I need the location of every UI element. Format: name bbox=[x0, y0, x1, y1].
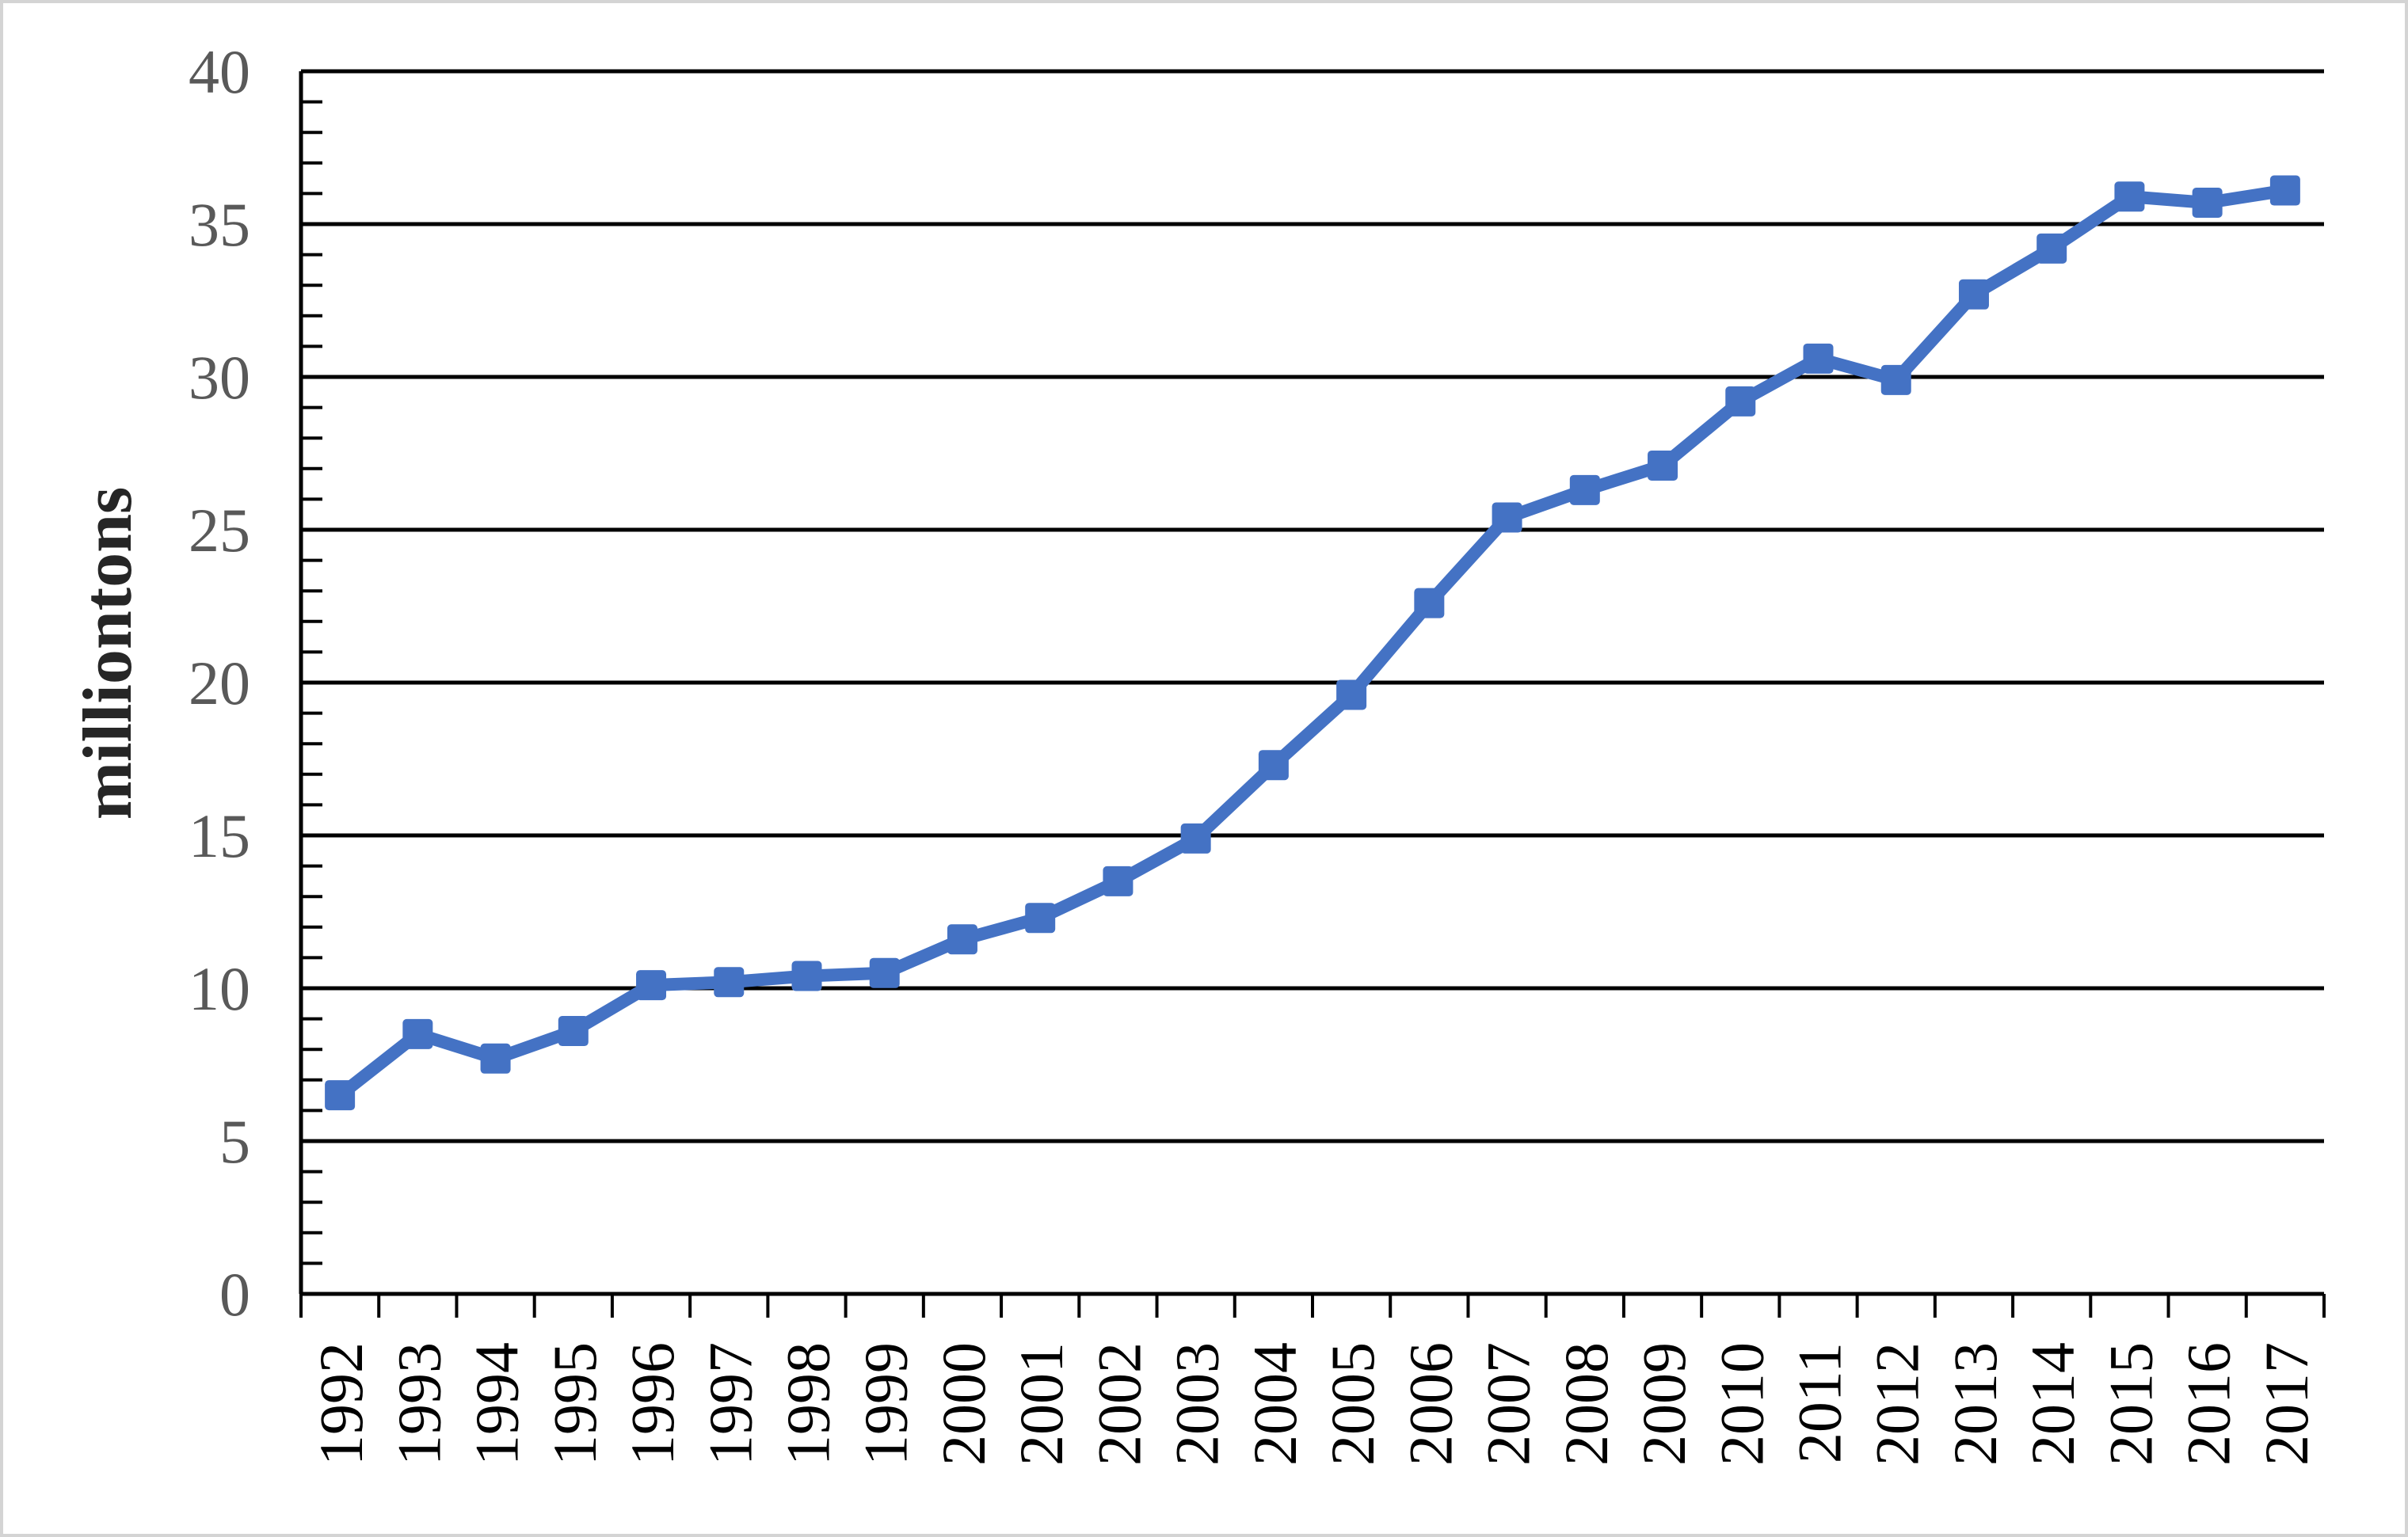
x-axis-ticks bbox=[299, 1294, 2326, 1318]
x-tick-label-2002: 2002 bbox=[1084, 1342, 1153, 1466]
data-point-1999 bbox=[869, 957, 900, 988]
x-tick-label-1998: 1998 bbox=[774, 1342, 843, 1466]
data-point-2016 bbox=[2192, 187, 2223, 218]
y-tick-label-0: 0 bbox=[219, 1260, 250, 1329]
x-tick-label-2000: 2000 bbox=[929, 1342, 998, 1466]
x-tick-label-2011: 2011 bbox=[1785, 1342, 1854, 1463]
y-tick-label-20: 20 bbox=[189, 649, 250, 717]
data-point-1997 bbox=[714, 967, 745, 998]
x-tick-label-1997: 1997 bbox=[695, 1342, 764, 1466]
data-point-2010 bbox=[1725, 386, 1756, 417]
x-tick-label-2017: 2017 bbox=[2252, 1342, 2321, 1466]
y-tick-label-30: 30 bbox=[189, 343, 250, 412]
x-tick-label-2009: 2009 bbox=[1629, 1342, 1698, 1466]
data-point-2017 bbox=[2269, 175, 2300, 206]
y-tick-label-35: 35 bbox=[189, 190, 250, 259]
x-tick-label-2003: 2003 bbox=[1163, 1342, 1232, 1466]
x-tick-label-1994: 1994 bbox=[463, 1342, 532, 1466]
y-tick-label-40: 40 bbox=[189, 37, 250, 106]
gridlines bbox=[301, 69, 2324, 1296]
x-tick-label-1995: 1995 bbox=[540, 1342, 609, 1466]
x-tick-label-2008: 2008 bbox=[1552, 1342, 1621, 1466]
x-tick-label-2001: 2001 bbox=[1007, 1342, 1076, 1466]
x-tick-labels: 1992 1993 1994 1995 1996 1997 1998 1999 2000 2001… bbox=[307, 1342, 2321, 1466]
x-tick-label-2013: 2013 bbox=[1941, 1342, 2010, 1466]
x-tick-label-1996: 1996 bbox=[618, 1342, 687, 1466]
data-point-2002 bbox=[1103, 866, 1134, 896]
data-point-1995 bbox=[558, 1016, 589, 1047]
data-point-2003 bbox=[1180, 823, 1211, 854]
x-tick-label-1992: 1992 bbox=[307, 1342, 375, 1466]
x-tick-label-2012: 2012 bbox=[1863, 1342, 1932, 1466]
data-point-2015 bbox=[2114, 181, 2145, 212]
data-point-2011 bbox=[1803, 343, 1834, 374]
data-point-2000 bbox=[947, 924, 977, 955]
y-tick-label-15: 15 bbox=[189, 801, 250, 870]
data-point-1998 bbox=[791, 961, 822, 991]
data-point-2007 bbox=[1492, 502, 1522, 533]
x-tick-label-2015: 2015 bbox=[2096, 1342, 2165, 1466]
data-point-1996 bbox=[636, 970, 667, 1001]
data-point-1994 bbox=[480, 1043, 511, 1074]
y-tick-label-10: 10 bbox=[189, 954, 250, 1023]
y-tick-label-25: 25 bbox=[189, 496, 250, 565]
data-point-1992 bbox=[325, 1080, 356, 1111]
x-tick-label-2006: 2006 bbox=[1396, 1342, 1465, 1466]
data-point-2009 bbox=[1648, 450, 1678, 481]
x-tick-label-2016: 2016 bbox=[2174, 1342, 2243, 1466]
y-axis-title: milliontons bbox=[70, 487, 147, 820]
x-tick-label-2014: 2014 bbox=[2018, 1342, 2087, 1466]
series-markers-0 bbox=[325, 175, 2300, 1111]
data-point-2008 bbox=[1569, 474, 1600, 505]
x-tick-label-2007: 2007 bbox=[1474, 1342, 1543, 1466]
data-point-2013 bbox=[1958, 279, 1989, 310]
data-point-2001 bbox=[1025, 903, 1056, 934]
x-tick-label-2004: 2004 bbox=[1240, 1342, 1309, 1466]
x-tick-label-2005: 2005 bbox=[1318, 1342, 1387, 1466]
data-point-2014 bbox=[2037, 233, 2067, 264]
x-tick-label-1999: 1999 bbox=[852, 1342, 920, 1466]
data-point-2005 bbox=[1336, 679, 1367, 710]
x-tick-label-1993: 1993 bbox=[384, 1342, 453, 1466]
data-point-2012 bbox=[1880, 364, 1911, 395]
y-tick-labels: 0 5 10 15 20 25 30 35 40 bbox=[189, 37, 250, 1329]
y-axis-minor-ticks bbox=[301, 100, 322, 1265]
data-point-2006 bbox=[1414, 588, 1445, 618]
data-point-1993 bbox=[402, 1018, 433, 1049]
data-point-2004 bbox=[1258, 750, 1289, 781]
y-tick-label-5: 5 bbox=[219, 1107, 250, 1176]
x-tick-label-2010: 2010 bbox=[1707, 1342, 1776, 1466]
